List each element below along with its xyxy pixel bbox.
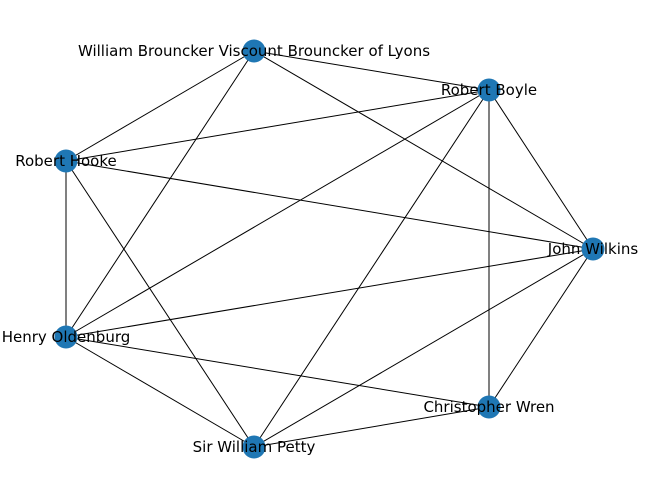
edge-wilkins-petty [253, 248, 594, 448]
edge-brouncker-oldenburg [65, 50, 255, 338]
edge-brouncker-boyle [253, 50, 490, 91]
edge-boyle-wilkins [488, 89, 594, 250]
node-label-oldenburg: Henry Oldenburg [2, 328, 131, 346]
edge-boyle-hooke [65, 89, 490, 162]
node-label-wilkins: John Wilkins [547, 240, 639, 258]
edges-layer [65, 50, 594, 448]
node-wilkins [581, 237, 605, 261]
node-label-boyle: Robert Boyle [441, 81, 537, 99]
edge-hooke-petty [65, 160, 255, 448]
edge-wren-petty [253, 406, 490, 448]
edge-boyle-petty [253, 89, 490, 448]
edge-boyle-oldenburg [65, 89, 490, 338]
node-boyle [477, 78, 501, 102]
edge-wilkins-oldenburg [65, 248, 594, 338]
edge-hooke-wilkins [65, 160, 594, 250]
node-label-hooke: Robert Hooke [15, 152, 117, 170]
node-label-petty: Sir William Petty [193, 438, 316, 456]
node-label-wren: Christopher Wren [423, 398, 554, 416]
node-petty [242, 435, 266, 459]
node-oldenburg [54, 325, 78, 349]
node-label-brouncker: William Brouncker Viscount Brouncker of … [78, 42, 430, 60]
edge-oldenburg-petty [65, 336, 255, 448]
edge-brouncker-wilkins [253, 50, 594, 250]
node-brouncker [242, 39, 266, 63]
edge-brouncker-hooke [65, 50, 255, 162]
nodes-layer [54, 39, 605, 459]
node-hooke [54, 149, 78, 173]
edge-oldenburg-wren [65, 336, 490, 408]
edge-wilkins-wren [488, 248, 594, 408]
node-wren [477, 395, 501, 419]
labels-layer: William Brouncker Viscount Brouncker of … [2, 42, 639, 456]
